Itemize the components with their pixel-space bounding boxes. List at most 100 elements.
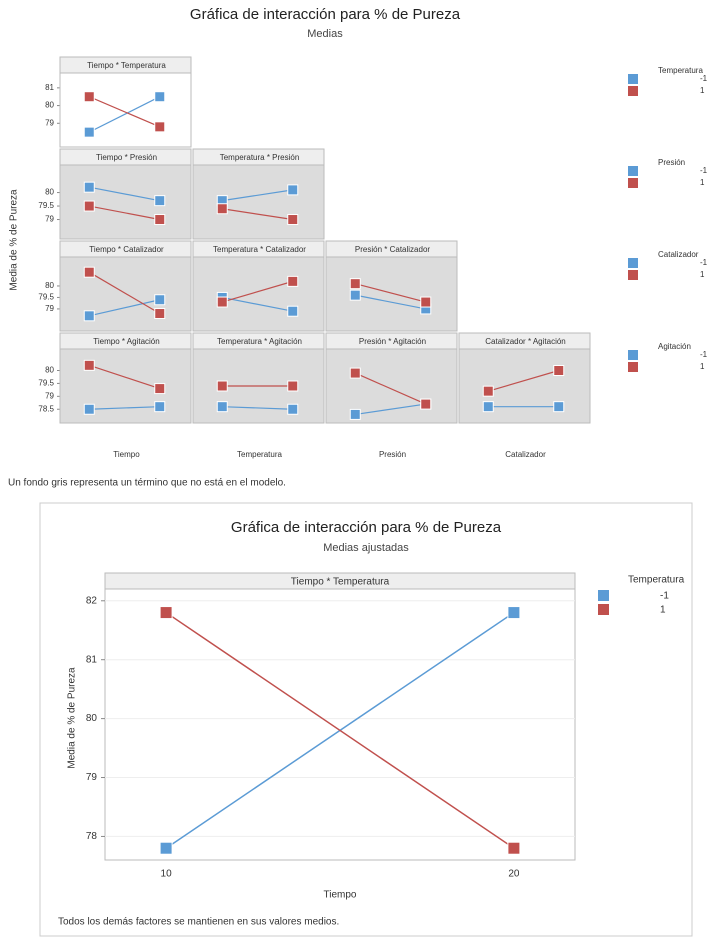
point <box>154 308 166 320</box>
point <box>287 275 299 287</box>
panel-label: Presión * Agitación <box>359 337 426 346</box>
point <box>154 91 166 103</box>
interaction-line <box>88 271 161 315</box>
legend-marker <box>628 86 638 96</box>
point <box>83 359 95 371</box>
point <box>216 296 228 308</box>
y-tick-label: 79.5 <box>38 201 54 210</box>
legend-title: Catalizador <box>658 250 699 259</box>
y-tick-label: 79.5 <box>38 379 54 388</box>
panel-label: Tiempo * Temperatura <box>87 61 166 70</box>
interaction-line <box>355 403 426 416</box>
point <box>154 214 166 226</box>
x-axis-label: Temperatura <box>237 450 282 459</box>
legend-entry: 1 <box>660 605 666 616</box>
point <box>420 398 432 410</box>
point <box>349 367 361 379</box>
note: Todos los demás factores se mantienen en… <box>58 917 339 928</box>
panel-strip <box>325 240 458 258</box>
point <box>216 380 228 392</box>
point <box>553 365 565 376</box>
legend-marker <box>628 178 638 188</box>
x-tick-label: 20 <box>508 869 520 880</box>
point <box>287 305 299 317</box>
point <box>287 380 299 392</box>
point <box>507 841 521 855</box>
y-tick-label: 79 <box>45 304 54 313</box>
x-axis-label: Presión <box>379 450 406 459</box>
panel-strip <box>59 240 192 258</box>
y-tick-label: 80 <box>86 713 98 724</box>
legend-marker <box>628 258 638 268</box>
panel-strip <box>192 332 325 350</box>
interaction-line <box>89 364 160 390</box>
chart-title: Gráfica de interacción para % de Pureza <box>190 6 461 23</box>
point <box>154 121 166 133</box>
x-axis-label: Tiempo <box>324 890 357 901</box>
legend-entry: -1 <box>700 74 708 83</box>
legend-entry: -1 <box>700 258 708 267</box>
interaction-line <box>222 280 293 303</box>
legend-title: Agitación <box>658 342 691 351</box>
legend-marker <box>598 590 609 601</box>
point <box>349 289 361 301</box>
chart-title: Gráfica de interacción para % de Pureza <box>231 519 502 536</box>
legend-marker <box>628 166 638 176</box>
legend-entry: 1 <box>700 86 705 95</box>
point <box>507 606 521 620</box>
legend-marker <box>628 362 638 372</box>
line <box>165 611 515 849</box>
point <box>159 841 173 855</box>
panel-strip <box>325 332 458 350</box>
y-axis-label: Media de % de Pureza <box>9 189 20 291</box>
panel-label: Presión * Catalizador <box>355 245 430 254</box>
legend-title: Temperatura <box>658 66 703 75</box>
legend-entry: -1 <box>700 166 708 175</box>
interaction-line <box>488 369 559 392</box>
y-tick-label: 79 <box>45 118 54 127</box>
interaction-line <box>222 406 293 410</box>
point <box>553 401 565 413</box>
point <box>83 181 95 193</box>
point <box>287 214 299 226</box>
y-tick-label: 81 <box>86 654 98 665</box>
legend-entry: -1 <box>700 350 708 359</box>
panel-label: Tiempo * Catalizador <box>89 245 164 254</box>
legend-entry: 1 <box>700 362 705 371</box>
y-tick-label: 81 <box>45 83 54 92</box>
point <box>154 294 166 306</box>
legend-entry: -1 <box>660 591 669 602</box>
interaction-line <box>88 96 161 133</box>
panel-strip <box>104 572 576 590</box>
x-axis-label: Tiempo <box>113 450 140 459</box>
panel-label: Temperatura * Catalizador <box>213 245 306 254</box>
point <box>154 195 166 207</box>
point <box>482 401 494 413</box>
legend-title: Temperatura <box>628 575 685 586</box>
chart-subtitle: Medias <box>307 28 343 40</box>
note: Un fondo gris representa un término que … <box>8 478 286 489</box>
legend-marker <box>628 270 638 280</box>
point <box>154 401 166 413</box>
interaction-line <box>355 372 426 405</box>
point <box>83 403 95 415</box>
panel-strip <box>59 148 192 166</box>
interaction-line <box>355 294 426 310</box>
legend-title: Presión <box>658 158 685 167</box>
panel-strip <box>192 148 325 166</box>
panel-label: Tiempo * Presión <box>96 153 157 162</box>
point <box>216 203 228 215</box>
panel-strip <box>458 332 591 350</box>
point <box>287 403 299 415</box>
point <box>83 126 95 138</box>
point <box>287 184 299 196</box>
y-tick-label: 80 <box>45 101 54 110</box>
point <box>154 383 166 395</box>
y-tick-label: 80 <box>45 281 54 290</box>
point <box>83 91 95 103</box>
legend-entry: 1 <box>700 178 705 187</box>
interaction-line <box>89 299 160 317</box>
interaction-line <box>222 189 293 202</box>
point <box>216 401 228 413</box>
